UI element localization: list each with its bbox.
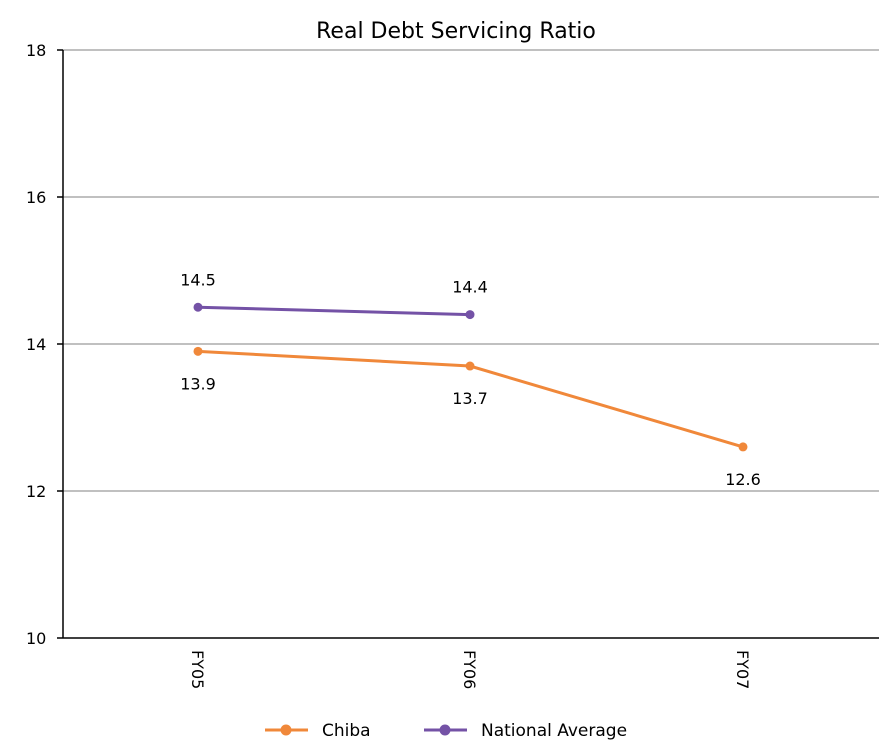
y-tick-label: 10: [26, 629, 46, 648]
legend-item: National Average: [424, 721, 627, 741]
series-chiba: 13.9 13.7 12.6: [180, 346, 761, 489]
legend: Chiba National Average: [265, 721, 627, 741]
data-point: [465, 310, 475, 320]
series-line: [197, 305, 471, 317]
data-point: [193, 346, 203, 356]
data-label: 12.6: [725, 470, 761, 489]
data-label: 13.9: [180, 374, 216, 393]
chart-title: Real Debt Servicing Ratio: [316, 19, 596, 44]
legend-item: Chiba: [265, 721, 371, 741]
data-label: 13.7: [452, 389, 488, 408]
data-point: [738, 442, 748, 452]
legend-swatch-marker: [439, 724, 451, 736]
data-label: 14.4: [452, 278, 488, 297]
y-tick-label: 18: [26, 41, 46, 60]
legend-label: National Average: [481, 721, 627, 741]
x-tick-label: FY06: [460, 650, 479, 689]
series-national-average: 14.5 14.4: [180, 270, 488, 320]
y-tick-label: 14: [26, 335, 46, 354]
y-axis-ticks: 10 12 14 16 18: [26, 41, 63, 648]
legend-label: Chiba: [322, 721, 371, 741]
x-tick-label: FY07: [733, 650, 752, 689]
series-group: 13.9 13.7 12.6 14.5 14.4: [180, 270, 761, 489]
x-tick-label: FY05: [188, 650, 207, 689]
legend-swatch-marker: [280, 724, 292, 736]
data-point: [465, 361, 475, 371]
gridlines: [63, 49, 879, 492]
y-tick-label: 16: [26, 188, 46, 207]
data-label: 14.5: [180, 270, 216, 289]
data-point: [193, 302, 203, 312]
y-tick-label: 12: [26, 482, 46, 501]
x-axis-ticks: FY05 FY06 FY07: [188, 650, 752, 689]
